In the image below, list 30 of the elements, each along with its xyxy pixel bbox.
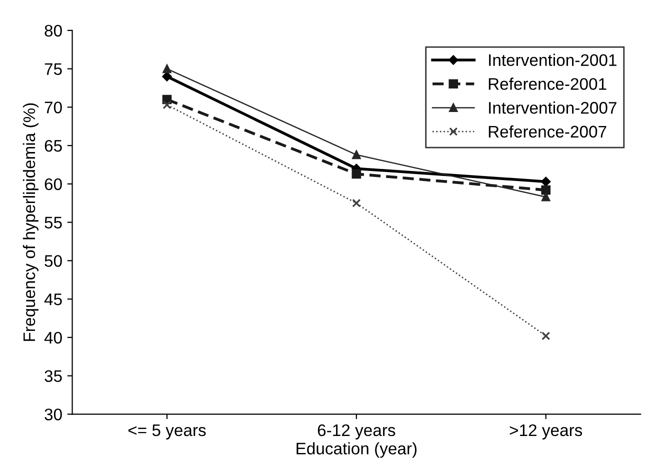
point [542, 332, 550, 340]
x-tick-label: 6-12 years [318, 424, 396, 440]
legend-label: Reference-2001 [488, 78, 606, 90]
point [352, 169, 362, 179]
y-tick-label: 65 [44, 140, 62, 152]
point [162, 100, 172, 110]
y-tick-label: 45 [44, 294, 62, 306]
point [162, 64, 172, 74]
y-tick-label: 55 [44, 216, 62, 229]
y-tick-label: 40 [44, 332, 62, 344]
legend-label: Reference-2007 [488, 125, 606, 138]
y-tick-label: 75 [44, 63, 62, 75]
x-tick-label: <= 5 years [128, 424, 206, 440]
legend-label: Intervention-2001 [489, 54, 616, 66]
point [541, 185, 551, 195]
legend-label: Intervention-2007 [489, 101, 616, 114]
x-axis-title: Education (year) [296, 442, 417, 458]
point [352, 150, 361, 160]
y-tick-label: 60 [44, 178, 62, 190]
point [542, 192, 550, 202]
y-tick-label: 30 [44, 408, 62, 420]
point [162, 72, 172, 82]
y-tick-label: 70 [44, 102, 62, 114]
y-tick-label: 80 [44, 24, 62, 37]
point [352, 198, 361, 208]
y-axis-title: Frequency of hyperlipidemia (%) [22, 103, 38, 341]
point [541, 176, 551, 186]
x-tick-label: >12 years [510, 424, 582, 440]
y-tick-label: 50 [44, 255, 62, 267]
y-tick-label: 35 [44, 370, 62, 382]
